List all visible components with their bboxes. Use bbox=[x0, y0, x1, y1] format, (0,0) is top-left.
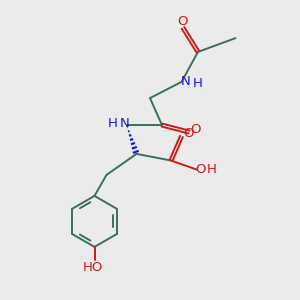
Text: H: H bbox=[193, 77, 203, 90]
Text: H: H bbox=[108, 117, 118, 130]
Text: O: O bbox=[178, 15, 188, 28]
Text: O: O bbox=[195, 163, 206, 176]
Text: H: H bbox=[207, 163, 217, 176]
Text: O: O bbox=[190, 123, 201, 136]
Text: N: N bbox=[120, 117, 130, 130]
Text: O: O bbox=[183, 127, 194, 140]
Text: N: N bbox=[181, 75, 190, 88]
Text: HO: HO bbox=[83, 261, 103, 274]
